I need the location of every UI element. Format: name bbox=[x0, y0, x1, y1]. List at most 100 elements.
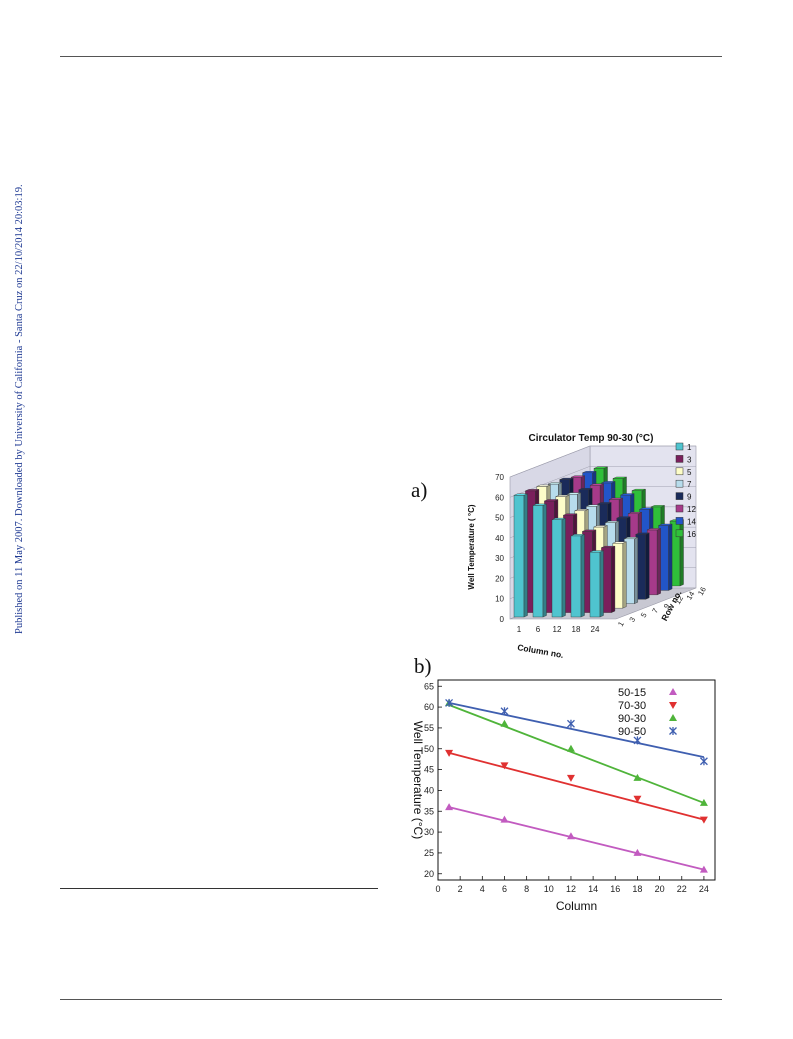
bar-top bbox=[570, 534, 585, 537]
y-axis-label: Well Temperature ( °C) bbox=[467, 504, 476, 589]
column-tick-label: 6 bbox=[536, 625, 541, 634]
bar-top bbox=[525, 489, 540, 492]
bar-side bbox=[580, 534, 585, 618]
x-tick-label: 24 bbox=[699, 884, 709, 894]
x-tick-label: 16 bbox=[610, 884, 620, 894]
bar-top bbox=[532, 503, 547, 506]
bar-top bbox=[589, 550, 604, 553]
data-point bbox=[699, 865, 708, 873]
chart-title: Circulator Temp 90-30 (°C) bbox=[529, 433, 654, 444]
fit-line bbox=[448, 752, 705, 821]
y-tick-label: 30 bbox=[495, 554, 504, 563]
series-50-15 bbox=[445, 803, 708, 873]
x-tick-label: 18 bbox=[632, 884, 642, 894]
bar-top bbox=[548, 482, 562, 485]
bar-side bbox=[561, 517, 566, 618]
bar-side bbox=[542, 503, 547, 618]
row-tick-label: 9 bbox=[662, 602, 672, 610]
bar-front bbox=[589, 551, 601, 618]
legend-label: 1 bbox=[687, 443, 692, 452]
legend-label: 14 bbox=[687, 517, 696, 526]
legend: 1 3 5 7 9 12 14 16 bbox=[675, 442, 696, 539]
legend-swatch bbox=[675, 517, 684, 525]
data-point bbox=[500, 815, 509, 823]
legend-label: 12 bbox=[687, 505, 696, 514]
series-70-30 bbox=[445, 749, 708, 824]
row-tick-label: 16 bbox=[696, 585, 708, 597]
bar-top bbox=[635, 532, 650, 535]
y-tick-label: 55 bbox=[424, 723, 434, 733]
legend-label: 9 bbox=[687, 493, 692, 502]
bar-row-1-col-18 bbox=[570, 534, 585, 618]
x-tick-label: 2 bbox=[458, 884, 463, 894]
bar-top bbox=[513, 493, 528, 496]
data-point bbox=[633, 773, 642, 781]
y-tick-label: 20 bbox=[424, 869, 434, 879]
legend-label: 50-15 bbox=[618, 687, 646, 699]
bar-side bbox=[523, 493, 528, 618]
bar-top bbox=[578, 488, 593, 490]
y-tick-label: 60 bbox=[495, 493, 504, 502]
bar-row-1-col-1 bbox=[513, 493, 528, 618]
bar-top bbox=[620, 493, 635, 496]
bar-top bbox=[631, 488, 646, 491]
x-tick-label: 6 bbox=[502, 884, 507, 894]
data-point bbox=[633, 848, 642, 856]
bar-top bbox=[647, 528, 661, 531]
data-point bbox=[445, 749, 454, 757]
download-notice: Published on 11 May 2007. Downloaded by … bbox=[14, 184, 25, 634]
bar-row-1-col-12 bbox=[551, 517, 566, 618]
data-point bbox=[633, 795, 642, 803]
plot-frame bbox=[437, 679, 716, 881]
row-tick-label: 3 bbox=[627, 615, 637, 623]
data-point bbox=[500, 762, 509, 770]
bar-top bbox=[628, 512, 642, 514]
grid-line bbox=[509, 466, 591, 498]
legend-marker bbox=[669, 702, 677, 709]
x-tick-label: 10 bbox=[544, 884, 554, 894]
bar-top bbox=[605, 520, 619, 523]
bar-side bbox=[611, 545, 616, 613]
data-point bbox=[500, 719, 509, 727]
bar-row-14-col-24 bbox=[658, 523, 673, 591]
row-tick-label: 14 bbox=[685, 590, 697, 602]
bar-top bbox=[658, 523, 673, 526]
y-tick-label: 40 bbox=[424, 785, 434, 795]
bar-top bbox=[574, 509, 589, 511]
row-tick-label: 7 bbox=[650, 607, 660, 615]
y-tick-label: 10 bbox=[495, 595, 504, 604]
fit-line bbox=[448, 704, 705, 804]
bar-row-1-col-6 bbox=[532, 503, 547, 618]
data-point bbox=[567, 719, 575, 728]
legend-label: 70-30 bbox=[618, 700, 646, 712]
y-tick-label: 70 bbox=[495, 473, 504, 482]
bar-top bbox=[559, 477, 574, 480]
footer-rule bbox=[60, 999, 722, 1000]
column-tick-label: 24 bbox=[591, 625, 600, 634]
bar-side bbox=[668, 523, 673, 591]
legend-swatch bbox=[675, 529, 684, 538]
data-point bbox=[500, 707, 509, 716]
x-tick-label: 12 bbox=[566, 884, 576, 894]
legend-label: 90-50 bbox=[618, 726, 646, 738]
bar-top bbox=[582, 529, 597, 532]
data-point bbox=[699, 798, 708, 806]
legend-label: 5 bbox=[687, 468, 692, 477]
bar-top bbox=[593, 525, 608, 528]
bar-top bbox=[571, 475, 585, 478]
x-tick-label: 14 bbox=[588, 884, 598, 894]
y-tick-label: 50 bbox=[424, 744, 434, 754]
y-tick-label: 30 bbox=[424, 827, 434, 837]
column-tick-label: 18 bbox=[572, 625, 581, 634]
x-tick-label: 4 bbox=[480, 884, 485, 894]
x-tick-label: 22 bbox=[677, 884, 687, 894]
bar-top bbox=[563, 513, 578, 516]
legend-swatch bbox=[675, 455, 684, 463]
column-tick-label: 12 bbox=[553, 625, 562, 634]
legend-label: 16 bbox=[687, 530, 696, 539]
bar-top bbox=[597, 502, 612, 505]
bar-top bbox=[612, 541, 627, 544]
bar-top bbox=[536, 484, 551, 487]
